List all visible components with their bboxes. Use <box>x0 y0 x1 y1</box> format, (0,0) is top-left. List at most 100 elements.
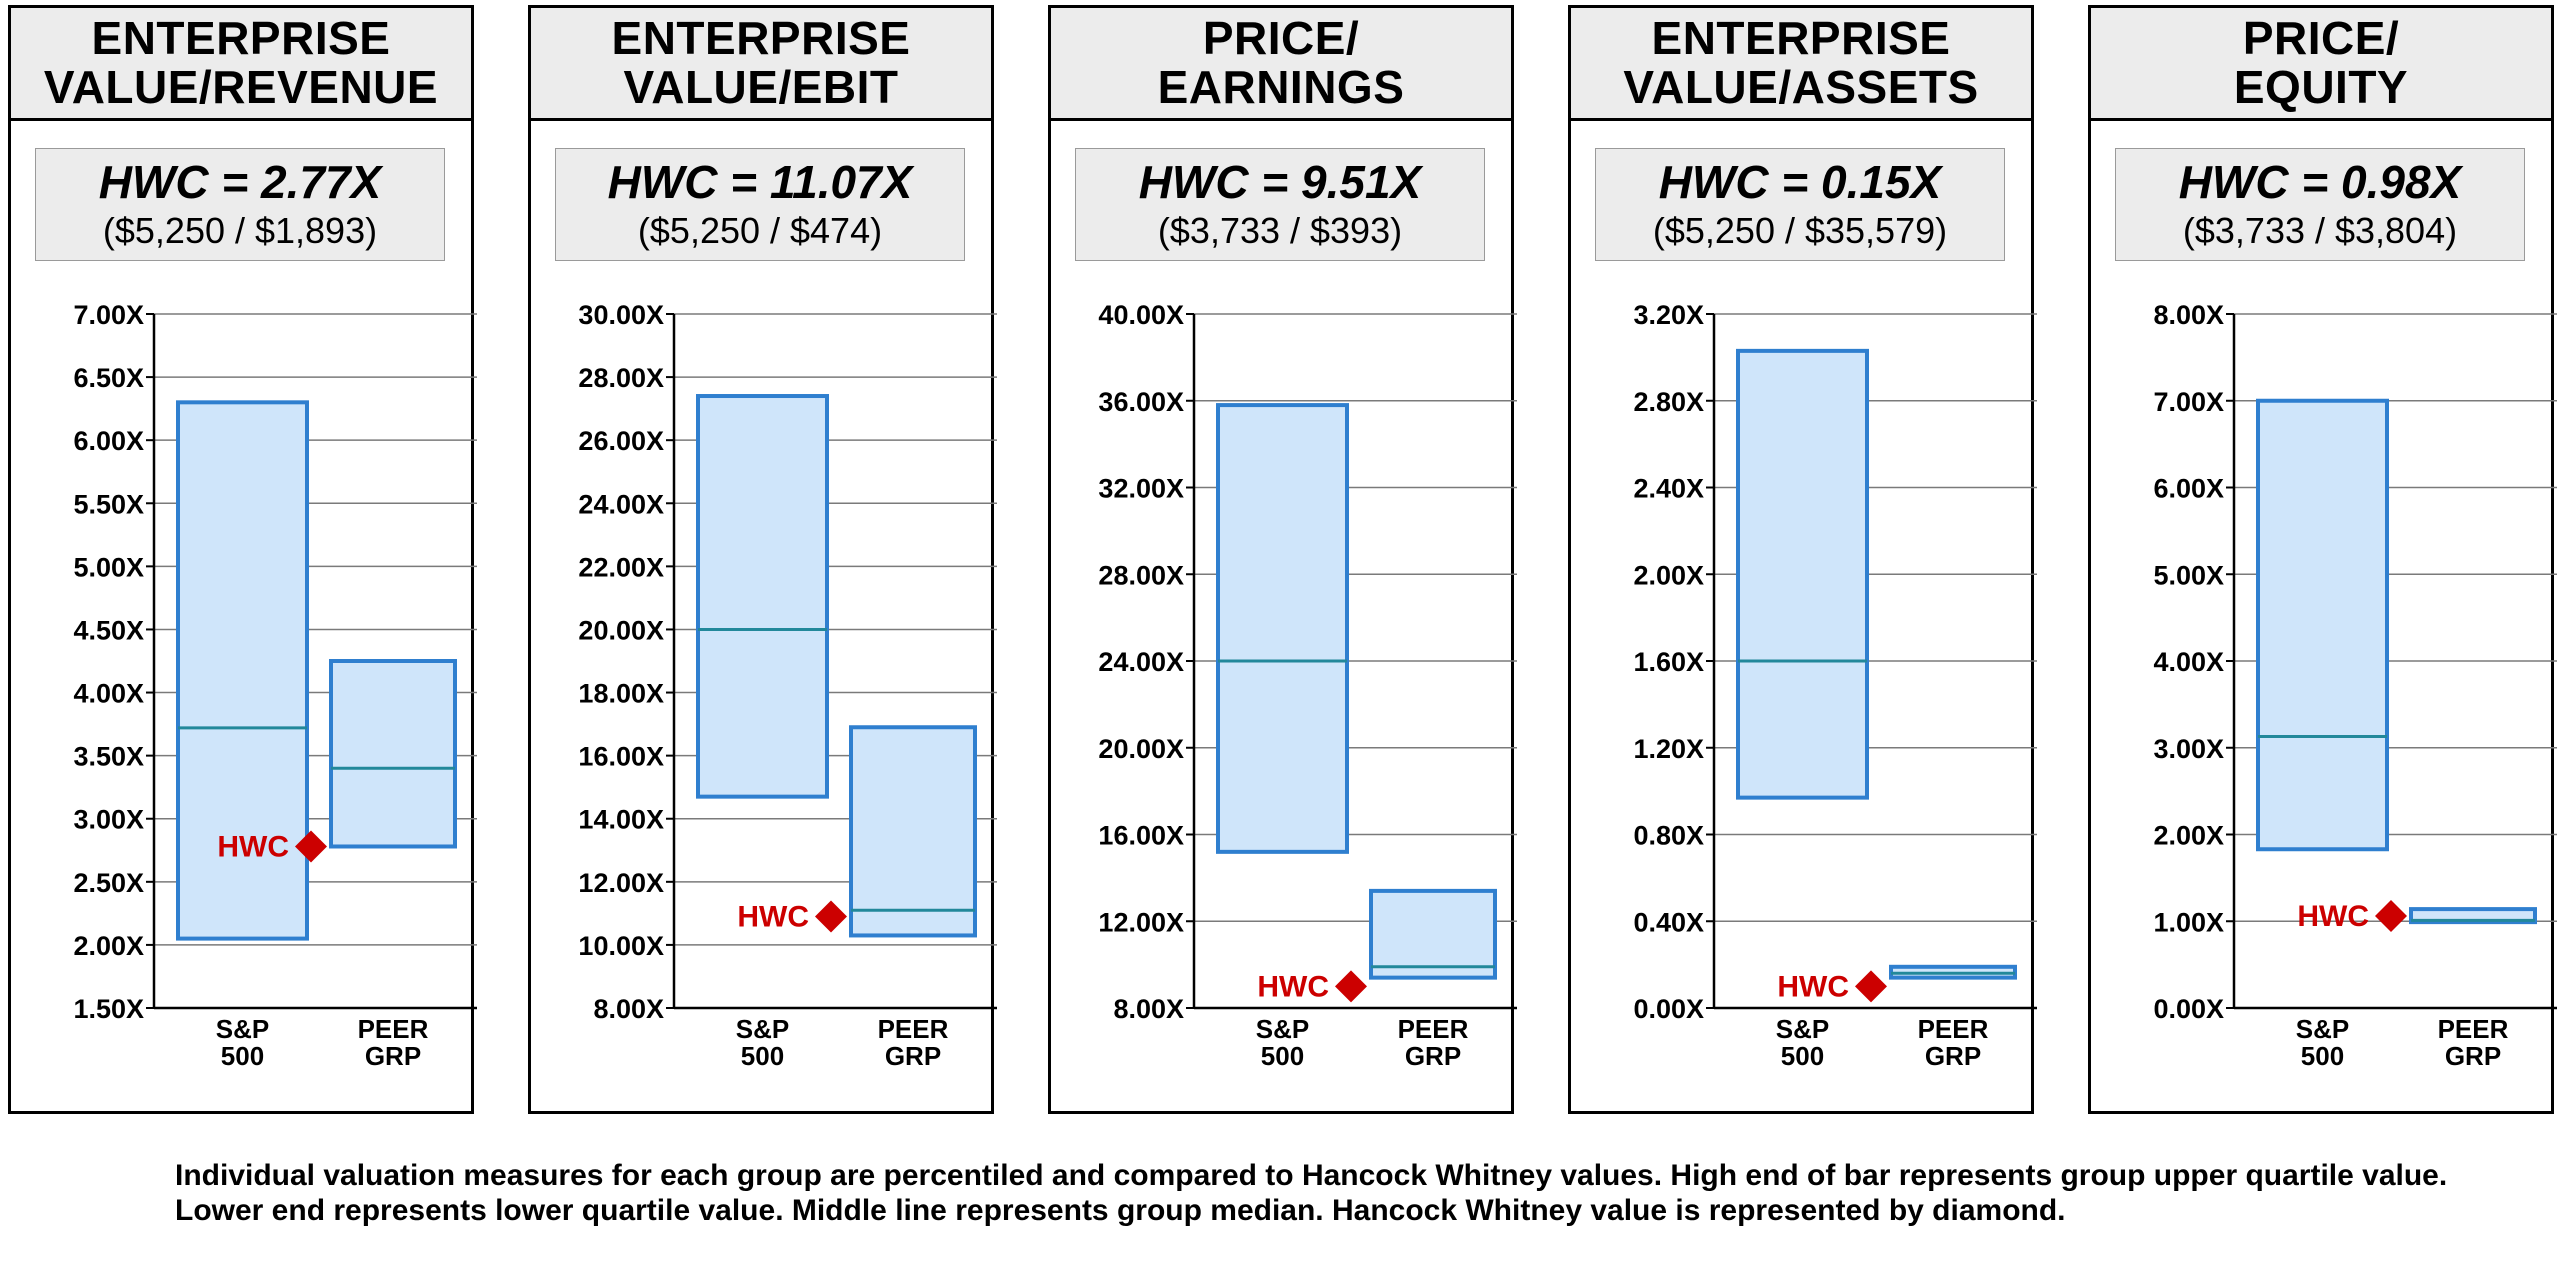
quartile-bar <box>696 394 829 799</box>
hwc-diamond-marker <box>1855 970 1887 1003</box>
y-tick-label: 5.00X <box>73 552 144 582</box>
y-tick-label: 1.20X <box>1633 734 1704 764</box>
category-label: 500 <box>1261 1041 1304 1071</box>
panel-title-line: PRICE/ <box>1202 12 1360 64</box>
range-chart: 1.50X 2.00X 2.50X 3.00X 3.50X 4.00X 4.50X 5.00X… <box>73 300 477 1071</box>
category-label: GRP <box>1405 1041 1461 1071</box>
panel-title: ENTERPRISE VALUE/REVENUE <box>11 8 471 121</box>
hwc-ratio: HWC = 0.15X <box>1658 155 1942 208</box>
chart-panel-2: ENTERPRISE VALUE/EBIT HWC = 11.07X ($5,250 … <box>528 5 997 1114</box>
hwc-marker-label: HWC <box>737 901 809 934</box>
panel-title-line: EQUITY <box>2233 61 2409 113</box>
category-label: PEER <box>878 1014 949 1044</box>
hwc-marker-label: HWC <box>2297 900 2369 933</box>
y-tick-label: 28.00X <box>578 363 664 393</box>
hwc-ratio: HWC = 2.77X <box>98 155 382 208</box>
hwc-marker-label: HWC <box>1257 970 1329 1003</box>
y-tick-label: 24.00X <box>578 489 664 519</box>
category-label: 500 <box>741 1041 784 1071</box>
quartile-bar <box>1736 348 1869 800</box>
y-tick-label: 30.00X <box>578 300 664 330</box>
chart-panel-1: ENTERPRISE VALUE/REVENUE HWC = 2.77X ($5,25… <box>8 5 477 1114</box>
range-chart: 8.00X 12.00X 16.00X 20.00X 24.00X 28.00X 32.00… <box>1098 300 1517 1071</box>
category-label: PEER <box>1398 1014 1469 1044</box>
panel-title: ENTERPRISE VALUE/ASSETS <box>1571 8 2031 121</box>
hwc-diamond-marker <box>2375 900 2407 933</box>
category-label: GRP <box>1925 1041 1981 1071</box>
hwc-diamond-marker <box>295 830 327 863</box>
y-tick-label: 1.00X <box>2153 907 2224 937</box>
y-tick-label: 18.00X <box>578 679 664 709</box>
y-tick-label: 3.50X <box>73 742 144 772</box>
panel-title-line: ENTERPRISE <box>91 12 391 64</box>
y-tick-label: 6.00X <box>73 426 144 456</box>
category-label: S&P <box>736 1014 789 1044</box>
hwc-ratio-box: HWC = 0.98X ($3,733 / $3,804) <box>2115 148 2525 261</box>
y-tick-label: 3.00X <box>2153 734 2224 764</box>
category-label: 500 <box>1781 1041 1824 1071</box>
hwc-marker-label: HWC <box>217 830 289 863</box>
hwc-ratio: HWC = 9.51X <box>1138 155 1422 208</box>
y-tick-label: 20.00X <box>1098 734 1184 764</box>
y-tick-label: 24.00X <box>1098 647 1184 677</box>
hwc-ratio-box: HWC = 11.07X ($5,250 / $474) <box>555 148 965 261</box>
y-tick-label: 12.00X <box>1098 907 1184 937</box>
y-tick-label: 16.00X <box>1098 821 1184 851</box>
y-tick-label: 10.00X <box>578 931 664 961</box>
category-label: S&P <box>2296 1014 2349 1044</box>
quartile-bar <box>329 659 457 849</box>
y-tick-label: 2.80X <box>1633 387 1704 417</box>
y-tick-label: 2.00X <box>1633 560 1704 590</box>
y-tick-label: 2.50X <box>73 868 144 898</box>
panel-title-line: ENTERPRISE <box>1651 12 1951 64</box>
category-label: 500 <box>221 1041 264 1071</box>
y-tick-label: 12.00X <box>578 868 664 898</box>
y-tick-label: 28.00X <box>1098 560 1184 590</box>
y-tick-label: 7.00X <box>2153 387 2224 417</box>
footnote: Individual valuation measures for each g… <box>175 1159 2448 1227</box>
category-label: PEER <box>358 1014 429 1044</box>
hwc-ratio-box: HWC = 9.51X ($3,733 / $393) <box>1075 148 1485 261</box>
hwc-marker-label: HWC <box>1777 970 1849 1003</box>
y-tick-label: 22.00X <box>578 552 664 582</box>
y-tick-label: 8.00X <box>2153 300 2224 330</box>
category-label: 500 <box>2301 1041 2344 1071</box>
y-tick-label: 2.00X <box>2153 821 2224 851</box>
y-tick-label: 7.00X <box>73 300 144 330</box>
y-tick-label: 1.60X <box>1633 647 1704 677</box>
quartile-bar <box>176 400 309 941</box>
category-label: GRP <box>885 1041 941 1071</box>
panel-title: PRICE/EARNINGS <box>1051 8 1511 121</box>
hwc-diamond-marker <box>815 900 847 933</box>
y-tick-label: 4.00X <box>2153 647 2224 677</box>
hwc-calculation: ($5,250 / $1,893) <box>102 209 378 251</box>
y-tick-label: 40.00X <box>1098 300 1184 330</box>
hwc-ratio: HWC = 11.07X <box>607 155 913 208</box>
hwc-calculation: ($3,733 / $393) <box>1157 209 1403 251</box>
range-chart: 0.00X 0.40X 0.80X 1.20X 1.60X 2.00X 2.40X 2.80X… <box>1633 300 2037 1071</box>
category-label: PEER <box>2438 1014 2509 1044</box>
chart-panel-3: PRICE/EARNINGS HWC = 9.51X ($3,733 / $393)… <box>1048 5 1517 1114</box>
y-tick-label: 32.00X <box>1098 474 1184 504</box>
y-tick-label: 6.00X <box>2153 474 2224 504</box>
y-tick-label: 8.00X <box>1113 994 1184 1024</box>
y-tick-label: 5.00X <box>2153 560 2224 590</box>
panel-title-line: VALUE/ASSETS <box>1623 61 1979 113</box>
quartile-bar <box>849 725 977 938</box>
hwc-diamond-marker <box>1335 970 1367 1003</box>
y-tick-label: 16.00X <box>578 742 664 772</box>
category-label: S&P <box>1256 1014 1309 1044</box>
panel-title: ENTERPRISE VALUE/EBIT <box>531 8 991 121</box>
category-label: GRP <box>2445 1041 2501 1071</box>
category-label: PEER <box>1918 1014 1989 1044</box>
category-label: GRP <box>365 1041 421 1071</box>
hwc-ratio-box: HWC = 0.15X ($5,250 / $35,579) <box>1595 148 2005 261</box>
y-tick-label: 5.50X <box>73 489 144 519</box>
quartile-bar <box>1369 888 1497 980</box>
panel-title-line: VALUE/REVENUE <box>43 61 439 113</box>
range-chart: 0.00X 1.00X 2.00X 3.00X 4.00X 5.00X 6.00X 7.00X… <box>2153 300 2557 1071</box>
hwc-calculation: ($3,733 / $3,804) <box>2182 209 2458 251</box>
chart-panel-5: PRICE/EQUITY HWC = 0.98X ($3,733 / $3,804)… <box>2088 5 2557 1114</box>
chart-panel-4: ENTERPRISE VALUE/ASSETS HWC = 0.15X ($5,250… <box>1568 5 2037 1114</box>
y-tick-label: 8.00X <box>593 994 664 1024</box>
